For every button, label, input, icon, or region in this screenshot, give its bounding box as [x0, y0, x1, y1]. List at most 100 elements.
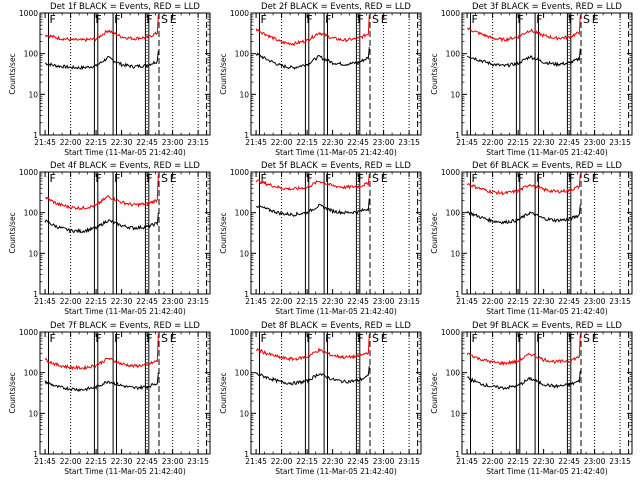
flare-marker: F: [568, 332, 574, 345]
flare-marker: F: [146, 332, 152, 345]
flare-marker: F: [357, 172, 363, 185]
plot-frame: [250, 331, 422, 455]
x-tick-label: 22:15: [85, 138, 107, 147]
y-tick-label: 1: [244, 131, 249, 140]
panel-title: Det 3f BLACK = Events, RED = LLD: [472, 2, 622, 12]
y-tick-label: 1000: [230, 168, 249, 177]
y-tick-label: 1: [33, 131, 38, 140]
x-tick-label: 22:30: [111, 297, 133, 306]
x-axis-label: Start Time (11-Mar-05 21:42:40): [275, 467, 397, 476]
x-tick-label: 21:45: [34, 138, 56, 147]
plot-frame: [461, 171, 633, 295]
events-series-line: [255, 47, 370, 71]
flare-marker: F: [306, 332, 312, 345]
flare-marker: F: [472, 332, 478, 345]
x-tick-label: 23:00: [373, 297, 395, 306]
saa-start-marker: S: [372, 13, 379, 26]
y-tick-label: 1000: [441, 9, 460, 18]
flare-marker: F: [306, 172, 312, 185]
saa-start-marker: S: [372, 332, 379, 345]
events-series-line: [466, 370, 581, 391]
flare-marker: F: [306, 13, 312, 26]
flare-marker: F: [325, 332, 331, 345]
chart-panel-7: Det 7f BLACK = Events, RED = LLD 1 10 100 10…: [8, 321, 211, 476]
flare-marker: F: [50, 332, 56, 345]
y-tick-label: 1000: [230, 328, 249, 337]
x-axis-label: Start Time (11-Mar-05 21:42:40): [486, 148, 608, 157]
x-tick-label: 23:15: [398, 457, 420, 466]
events-series-line: [44, 212, 159, 234]
y-tick-label: 1000: [19, 9, 38, 18]
x-axis-label: Start Time (11-Mar-05 21:42:40): [64, 467, 186, 476]
y-axis-label: Counts/sec: [430, 53, 439, 94]
y-tick-label: 10: [450, 90, 460, 99]
saa-start-marker: S: [583, 172, 590, 185]
x-tick-label: 23:00: [162, 297, 184, 306]
chart-panel-1: Det 1f BLACK = Events, RED = LLD 1 10 100 10…: [8, 2, 211, 157]
events-series-line: [256, 198, 370, 217]
flare-marker: F: [536, 172, 542, 185]
x-tick-label: 23:00: [584, 457, 606, 466]
y-tick-label: 100: [24, 369, 39, 378]
x-tick-label: 23:00: [584, 297, 606, 306]
x-axis-label: Start Time (11-Mar-05 21:42:40): [64, 307, 186, 316]
x-tick-label: 22:30: [322, 138, 344, 147]
x-tick-label: 23:15: [187, 297, 209, 306]
x-axis-label: Start Time (11-Mar-05 21:42:40): [64, 148, 186, 157]
flare-marker: F: [95, 13, 101, 26]
x-tick-label: 23:00: [373, 138, 395, 147]
flare-marker: F: [261, 13, 267, 26]
flare-marker: F: [357, 13, 363, 26]
saa-start-marker: S: [161, 13, 168, 26]
y-tick-label: 1000: [441, 168, 460, 177]
panel-title: Det 1f BLACK = Events, RED = LLD: [50, 2, 200, 12]
x-tick-label: 22:15: [296, 297, 318, 306]
x-tick-label: 22:00: [60, 297, 82, 306]
x-tick-label: 23:15: [609, 297, 631, 306]
x-tick-label: 22:30: [322, 457, 344, 466]
saa-start-marker: S: [583, 332, 590, 345]
flare-marker: F: [261, 172, 267, 185]
x-tick-label: 23:15: [398, 297, 420, 306]
panel-title: Det 4f BLACK = Events, RED = LLD: [50, 161, 200, 171]
x-tick-label: 21:45: [34, 457, 56, 466]
plot-frame: [250, 12, 422, 136]
saa-end-marker: E: [170, 13, 177, 26]
y-tick-label: 100: [446, 369, 461, 378]
chart-panel-4: Det 4f BLACK = Events, RED = LLD 1 10 100 10…: [8, 161, 211, 316]
events-series-line: [45, 50, 159, 71]
flare-marker: F: [517, 13, 523, 26]
flare-marker: F: [472, 172, 478, 185]
flare-marker: F: [50, 13, 56, 26]
x-tick-label: 22:15: [85, 297, 107, 306]
x-tick-label: 22:00: [482, 297, 504, 306]
saa-start-marker: S: [583, 13, 590, 26]
x-tick-label: 22:45: [136, 138, 158, 147]
saa-end-marker: E: [170, 172, 177, 185]
x-tick-label: 22:45: [347, 138, 369, 147]
y-axis-label: Counts/sec: [430, 212, 439, 253]
flare-marker: F: [95, 172, 101, 185]
y-tick-label: 1: [244, 450, 249, 459]
panel-title: Det 7f BLACK = Events, RED = LLD: [50, 321, 200, 331]
y-tick-label: 10: [239, 409, 249, 418]
chart-panel-2: Det 2f BLACK = Events, RED = LLD 1 10 100 10…: [219, 2, 422, 157]
y-tick-label: 10: [239, 249, 249, 258]
flare-marker: F: [536, 13, 542, 26]
y-tick-label: 1: [244, 290, 249, 299]
lld-series-line: [255, 14, 370, 47]
x-tick-label: 22:00: [60, 457, 82, 466]
chart-panel-3: Det 3f BLACK = Events, RED = LLD 1 10 100 10…: [430, 2, 633, 157]
y-tick-label: 1: [455, 131, 460, 140]
plot-frame: [250, 171, 422, 295]
x-tick-label: 22:00: [482, 138, 504, 147]
x-tick-label: 21:45: [456, 297, 478, 306]
x-tick-label: 23:00: [162, 457, 184, 466]
x-tick-label: 21:45: [245, 457, 267, 466]
flare-marker: F: [568, 13, 574, 26]
x-tick-label: 23:00: [162, 138, 184, 147]
y-tick-label: 100: [235, 50, 250, 59]
y-tick-label: 100: [24, 209, 39, 218]
saa-end-marker: E: [592, 172, 599, 185]
